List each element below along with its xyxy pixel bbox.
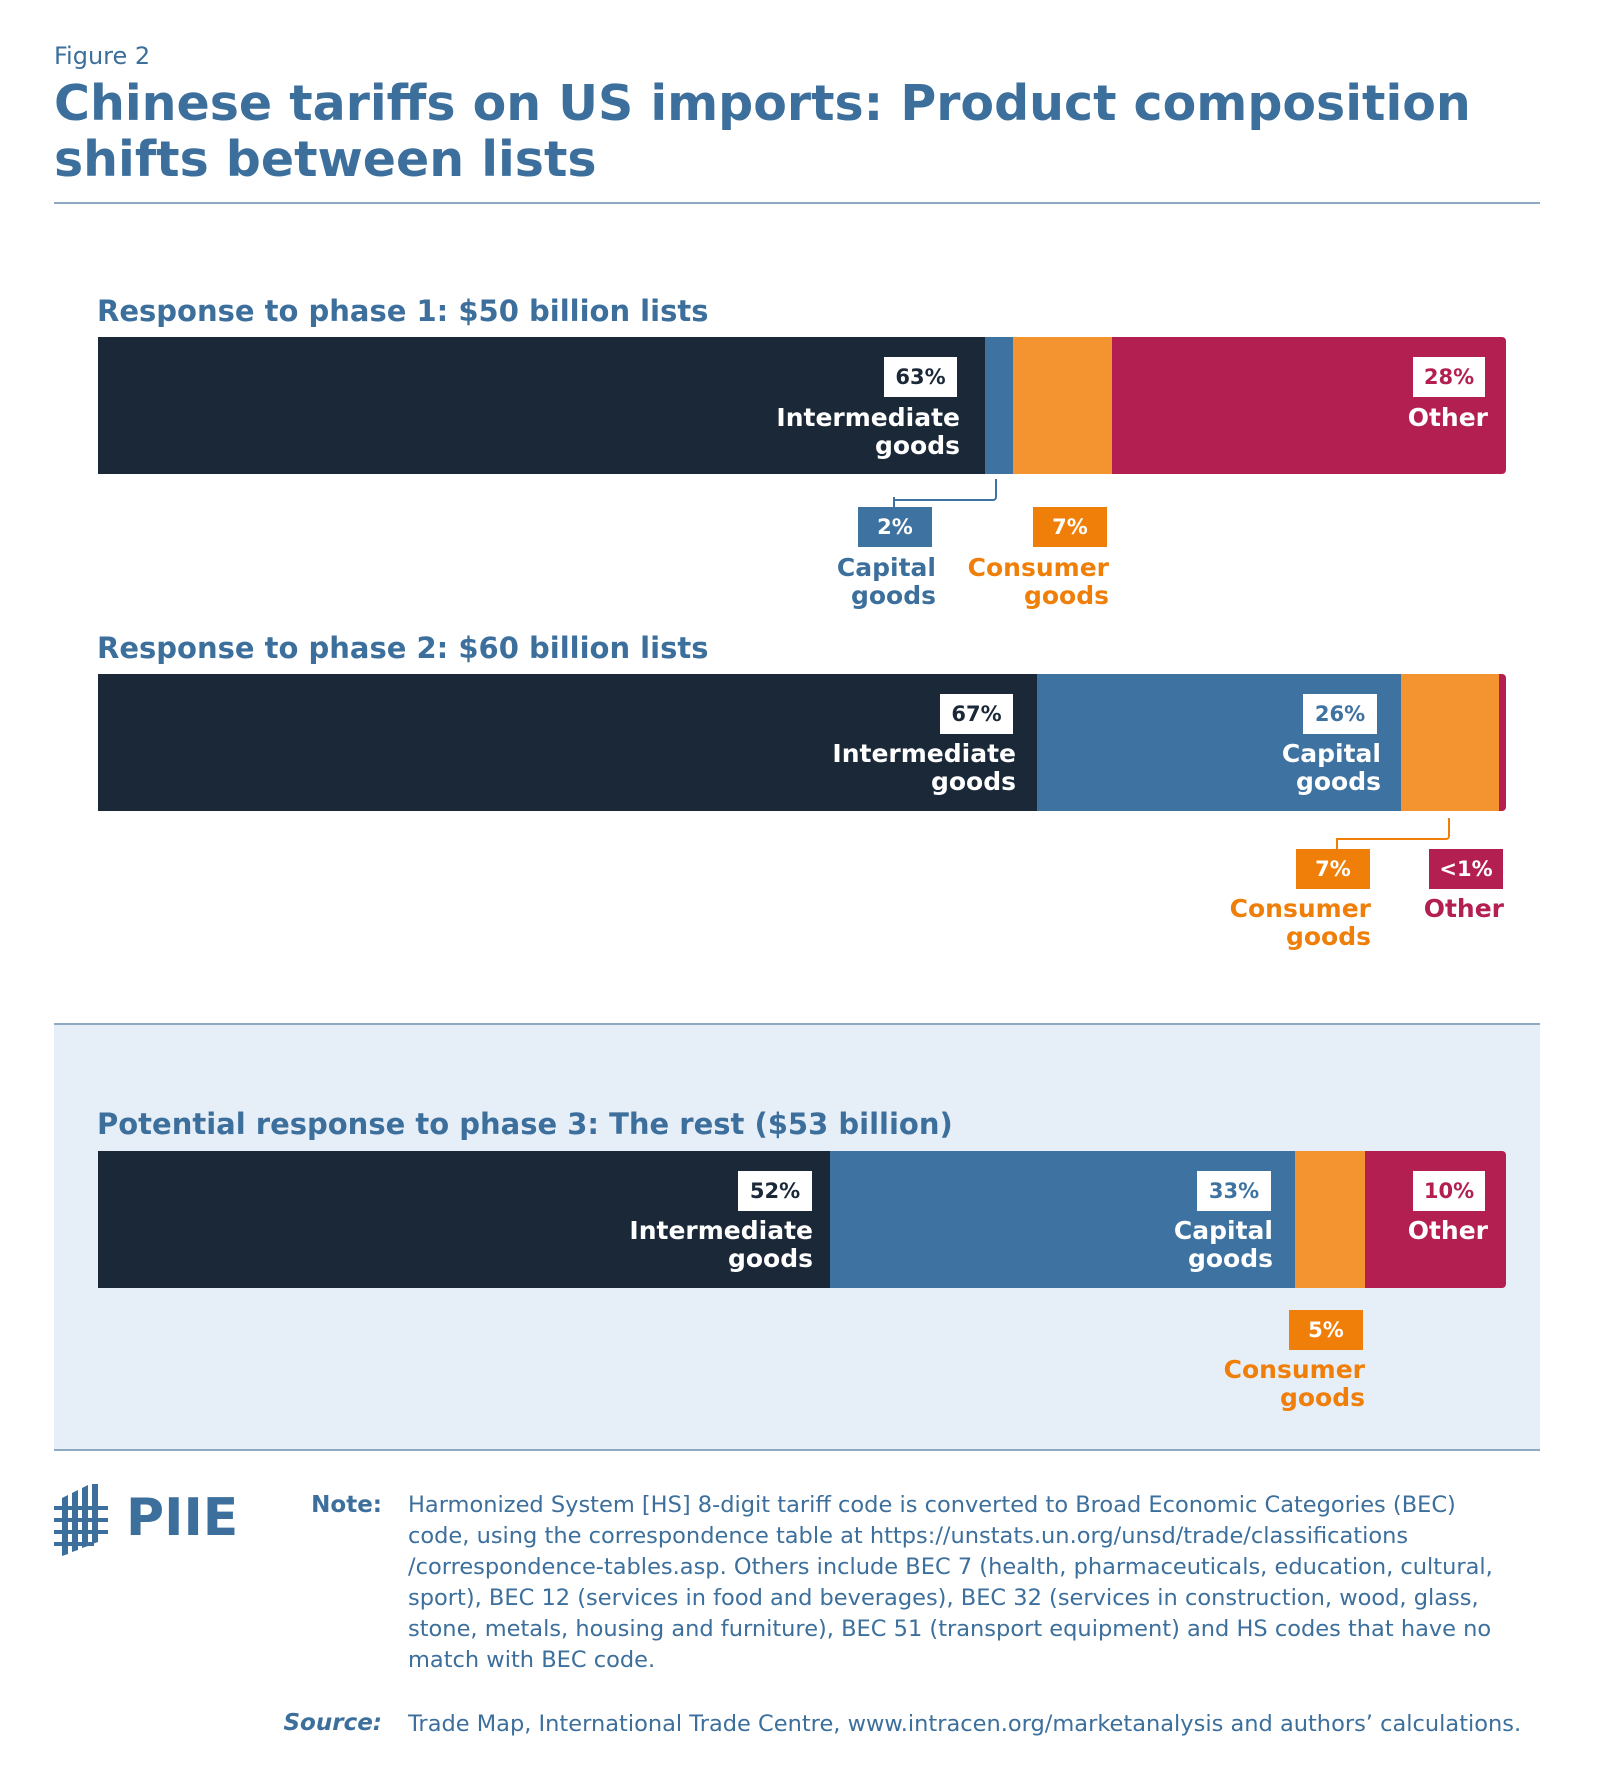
phase-3-top-divider bbox=[54, 1023, 1540, 1025]
panel-3-consumer-segment bbox=[1295, 1151, 1365, 1288]
panel-1-consumer-badge: 7% bbox=[1033, 507, 1107, 547]
panel-3-consumer-badge: 5% bbox=[1289, 1310, 1363, 1350]
phase-3-bottom-divider bbox=[54, 1449, 1540, 1451]
panel-1-capital-leader bbox=[893, 479, 997, 501]
panel-2-other-label: Other bbox=[1423, 894, 1504, 923]
panel-1-consumer-label: Consumer goods bbox=[967, 553, 1109, 610]
panel-3-other-label: Other bbox=[1407, 1216, 1488, 1245]
source-text: Trade Map, International Trade Centre, w… bbox=[408, 1711, 1522, 1737]
panel-1-capital-leader-stem bbox=[893, 497, 895, 509]
source-heading: Source: bbox=[283, 1710, 382, 1736]
piie-logo-icon bbox=[54, 1484, 108, 1556]
panel-1-capital-label: Capital goods bbox=[836, 553, 936, 610]
panel-2-title: Response to phase 2: $60 billion lists bbox=[97, 631, 709, 665]
panel-2-consumer-badge: 7% bbox=[1296, 849, 1370, 889]
title-divider bbox=[54, 202, 1540, 204]
panel-1-intermediate-segment bbox=[98, 337, 985, 474]
panel-2-bar bbox=[98, 674, 1506, 811]
panel-1-other-label: Other bbox=[1407, 403, 1488, 432]
piie-logo-text: PIIE bbox=[126, 1488, 239, 1548]
panel-2-other-badge: <1% bbox=[1429, 849, 1503, 889]
panel-1-intermediate-label: Intermediate goods bbox=[776, 403, 960, 460]
panel-1-bar bbox=[98, 337, 1506, 474]
panel-1-intermediate-badge: 63% bbox=[884, 357, 957, 397]
panel-3-consumer-label: Consumer goods bbox=[1223, 1355, 1365, 1412]
panel-2-intermediate-label: Intermediate goods bbox=[832, 739, 1016, 796]
panel-2-consumer-leader bbox=[1336, 826, 1450, 840]
panel-2-consumer-leader-stem bbox=[1336, 838, 1338, 850]
panel-3-intermediate-segment bbox=[98, 1151, 830, 1288]
figure-label: Figure 2 bbox=[54, 42, 151, 70]
panel-3-other-badge: 10% bbox=[1413, 1171, 1485, 1211]
panel-2-consumer-segment bbox=[1401, 674, 1499, 811]
chart-title: Chinese tariffs on US imports: Product c… bbox=[54, 75, 1471, 188]
panel-1-other-badge: 28% bbox=[1413, 357, 1485, 397]
panel-2-consumer-label: Consumer goods bbox=[1229, 894, 1371, 951]
panel-1-capital-badge: 2% bbox=[858, 507, 932, 547]
panel-3-intermediate-label: Intermediate goods bbox=[629, 1216, 813, 1273]
panel-1-capital-segment bbox=[985, 337, 1013, 474]
note-heading: Note: bbox=[311, 1492, 382, 1518]
panel-1-consumer-segment bbox=[1013, 337, 1112, 474]
note-text: Harmonized System [HS] 8-digit tariff co… bbox=[408, 1492, 1493, 1673]
panel-3-title: Potential response to phase 3: The rest … bbox=[97, 1107, 953, 1141]
panel-1-title: Response to phase 1: $50 billion lists bbox=[97, 294, 709, 328]
panel-2-capital-label: Capital goods bbox=[1281, 739, 1381, 796]
panel-3-intermediate-badge: 52% bbox=[738, 1171, 812, 1211]
panel-3-capital-label: Capital goods bbox=[1173, 1216, 1273, 1273]
panel-2-capital-badge: 26% bbox=[1303, 694, 1377, 734]
panel-2-intermediate-badge: 67% bbox=[940, 694, 1013, 734]
panel-2-other-segment bbox=[1499, 674, 1506, 811]
panel-2-consumer-leader-top bbox=[1448, 818, 1450, 828]
panel-3-capital-badge: 33% bbox=[1197, 1171, 1271, 1211]
panel-2-intermediate-segment bbox=[98, 674, 1037, 811]
